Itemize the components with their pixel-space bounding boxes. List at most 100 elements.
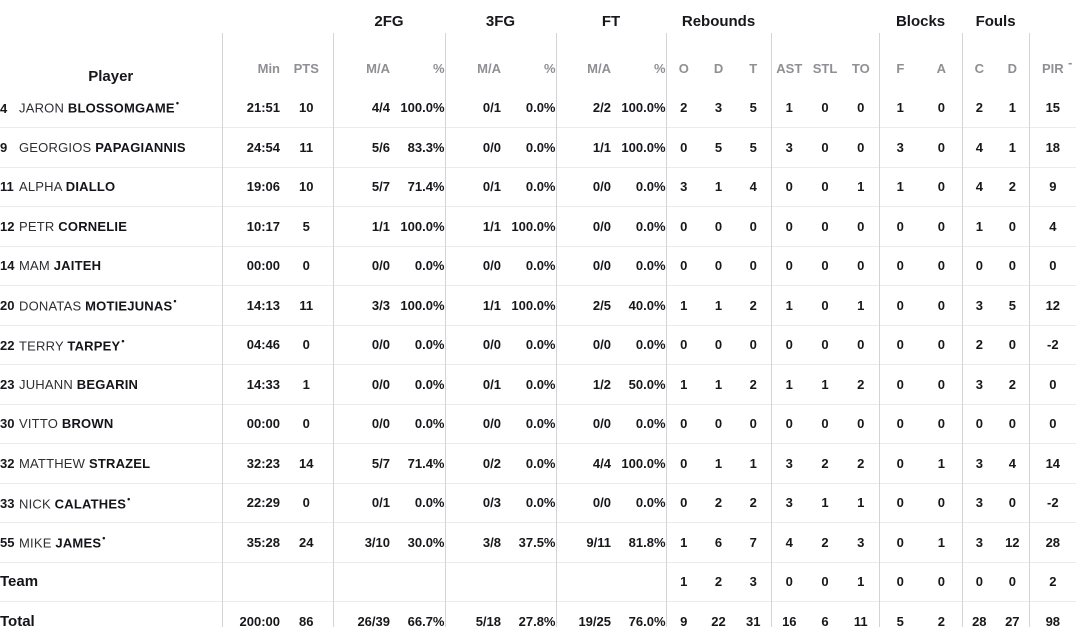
cell-stl: 0 — [807, 166, 844, 207]
player-cell: 4 JARON BLOSSOMGAME• — [0, 88, 222, 128]
cell-stl: 0 — [821, 100, 829, 115]
player-first-name: MATTHEW — [19, 455, 89, 471]
jersey-number: 33 — [0, 495, 15, 511]
row-label: Team — [0, 573, 39, 591]
cell-blk_a: 0 — [921, 166, 963, 207]
cell-stl: 0 — [807, 403, 844, 444]
column-header-3fg-ma: M/A — [444, 33, 501, 88]
jersey-number: 20 — [0, 298, 15, 314]
cell-reb_o: 0 — [665, 443, 702, 483]
cell-foul_d: 0 — [996, 403, 1030, 444]
column-header-player: Player — [0, 0, 222, 88]
cell-blk_a: 0 — [921, 245, 963, 286]
cell-min: 00:00 — [221, 403, 280, 444]
player-last-name: DIALLO — [65, 179, 116, 195]
cell-stl: 0 — [807, 245, 844, 286]
player-row: 14 MAM JAITEH 00:00 0 0/0 0.0% 0/0 0.0% 0/0 0.0% 0… — [0, 245, 1076, 286]
player-first-name: DONATAS — [19, 298, 86, 314]
cell-pts: 5 — [280, 206, 333, 246]
cell-fg2_ma: 0/1 — [332, 482, 390, 523]
cell-fg2_pct: 83.3% — [390, 127, 445, 167]
player-last-name: BROWN — [61, 416, 114, 432]
player-cell: 20 DONATAS MOTIEJUNAS• — [0, 285, 222, 325]
row-label: Total — [0, 613, 35, 627]
cell-blk_a: 0 — [921, 324, 963, 365]
cell-reb_o: 0 — [665, 206, 702, 246]
cell-fg3_pct: 0.0% — [501, 127, 556, 167]
cell-reb_t: 0 — [736, 324, 772, 365]
cell-fg3_pct: 0.0% — [525, 100, 556, 115]
cell-reb_o: 0 — [665, 127, 702, 167]
cell-fg2_ma: 26/39 — [332, 601, 390, 627]
cell-fg3_ma: 0/0 — [444, 127, 501, 167]
cell-fg3_ma: 0/3 — [444, 482, 501, 523]
player-column-label: Player — [88, 68, 134, 85]
cell-pir: -2 — [1028, 324, 1076, 365]
player-cell: 14 MAM JAITEH — [0, 245, 222, 286]
column-header-3fg-pct: % — [543, 61, 556, 76]
player-cell: Team — [0, 561, 222, 602]
cell-blk_f: 0 — [878, 482, 922, 523]
player-last-name: MOTIEJUNAS — [85, 298, 173, 314]
column-header-ast: AST — [770, 33, 808, 88]
column-header-foul-c: C — [961, 33, 997, 88]
cell-ft_pct: 50.0% — [611, 364, 667, 404]
cell-fg2_pct — [390, 561, 445, 602]
cell-reb_t: 2 — [736, 285, 772, 325]
group-header-rebounds: Rebounds — [681, 13, 756, 30]
cell-ast: 1 — [770, 364, 808, 404]
cell-reb_t: 31 — [736, 601, 772, 627]
cell-to: 1 — [843, 482, 880, 523]
cell-ft_ma: 0/0 — [555, 324, 611, 365]
cell-ft_pct: 40.0% — [611, 285, 667, 325]
player-last-name: BLOSSOMGAME — [67, 100, 175, 116]
group-header-fouls: Fouls — [975, 13, 1016, 30]
cell-foul_d: 0 — [996, 245, 1030, 286]
column-header-ft-pct: % — [653, 61, 666, 76]
cell-blk_f: 0 — [878, 245, 922, 286]
player-cell: 22 TERRY TARPEY• — [0, 324, 222, 365]
player-first-name: NICK — [19, 495, 55, 511]
player-last-name: STRAZEL — [88, 455, 151, 471]
cell-ast: 0 — [770, 561, 808, 602]
starter-mark: • — [121, 335, 125, 346]
cell-foul_d: 4 — [996, 443, 1030, 483]
cell-pts: 10 — [280, 166, 333, 207]
player-first-name: JUHANN — [19, 376, 77, 392]
cell-reb_d: 1 — [701, 364, 737, 404]
cell-reb_t: 3 — [736, 561, 772, 602]
cell-fg2_pct: 0.0% — [390, 324, 445, 365]
cell-stl: 0 — [807, 324, 844, 365]
cell-reb_d: 22 — [701, 601, 737, 627]
cell-ft_pct — [611, 561, 667, 602]
cell-foul_c: 4 — [961, 127, 997, 167]
cell-fg2_ma — [332, 561, 390, 602]
cell-pts: 0 — [280, 245, 333, 286]
cell-ast: 0 — [770, 324, 808, 365]
cell-fg2_pct: 100.0% — [390, 206, 445, 246]
cell-ft_ma — [555, 561, 611, 602]
cell-fg2_ma: 0/0 — [332, 403, 390, 444]
cell-pts: 1 — [280, 364, 333, 404]
player-cell: 55 MIKE JAMES• — [0, 522, 222, 562]
cell-fg2_pct: 0.0% — [390, 403, 445, 444]
cell-reb_d: 6 — [701, 522, 737, 562]
cell-stl: 0 — [807, 127, 844, 167]
cell-blk_a: 0 — [921, 206, 963, 246]
cell-pir: 0 — [1028, 364, 1076, 404]
cell-ast: 4 — [770, 522, 808, 562]
cell-blk_f: 0 — [878, 324, 922, 365]
cell-foul_c: 0 — [961, 245, 997, 286]
player-row: 22 TERRY TARPEY• 04:46 0 0/0 0.0% 0/0 0.0% 0/0 0.… — [0, 324, 1076, 365]
column-header-min: Min — [221, 33, 280, 88]
cell-ast: 3 — [770, 443, 808, 483]
cell-stl: 2 — [807, 522, 844, 562]
cell-pir: 2 — [1028, 561, 1076, 602]
cell-fg3_ma: 0/1 — [444, 364, 501, 404]
group-header-spacer — [1029, 0, 1076, 33]
cell-ast: 3 — [770, 127, 808, 167]
cell-min: 200:00 — [221, 601, 280, 627]
cell-reb_o: 0 — [665, 482, 702, 523]
summary-row: Total 200:00 86 26/39 66.7% 5/18 27.8% 19/25 76.… — [0, 601, 1076, 627]
cell-blk_f: 0 — [878, 522, 922, 562]
